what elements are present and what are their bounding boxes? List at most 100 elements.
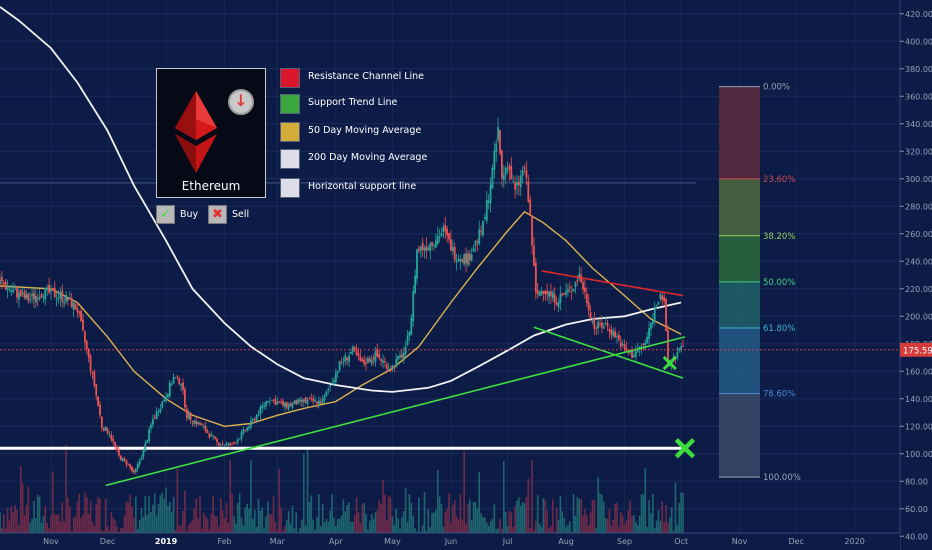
candle-body	[8, 289, 11, 291]
candle-body	[280, 401, 283, 403]
candle-body	[659, 294, 662, 300]
candle-body	[284, 402, 286, 408]
candle-body	[314, 399, 316, 402]
candle-body	[363, 359, 366, 365]
volume-bar	[621, 515, 624, 540]
time-tick-label: 2020	[845, 537, 865, 546]
candle-body	[206, 430, 209, 433]
candle-body	[142, 449, 145, 458]
volume-bar	[97, 497, 99, 540]
candle-body	[202, 426, 205, 428]
volume-bar	[489, 520, 492, 540]
candle-body	[134, 468, 137, 472]
candle-body	[184, 389, 186, 408]
volume-bar	[642, 494, 645, 540]
volume-bar	[465, 523, 467, 540]
candle-body	[110, 434, 113, 440]
volume-bar	[625, 520, 628, 540]
time-tick-label: Nov	[43, 537, 59, 546]
candle-body	[646, 336, 649, 344]
volume-bar	[235, 523, 237, 540]
volume-bar	[410, 503, 413, 540]
candle-body	[293, 400, 296, 404]
volume-bar	[395, 509, 398, 540]
candle-body	[557, 302, 560, 308]
candle-body	[482, 220, 484, 236]
volume-bar	[133, 517, 135, 540]
volume-bar	[325, 518, 328, 540]
candle-body	[19, 289, 22, 297]
candle-body	[474, 240, 477, 246]
ethereum-logo-icon	[175, 91, 217, 173]
volume-bar	[623, 524, 626, 540]
candle-body	[300, 399, 303, 402]
candle-body	[63, 301, 66, 304]
candle-body	[393, 366, 396, 368]
volume-bar	[280, 507, 282, 540]
volume-bar	[650, 513, 652, 540]
candle-body	[270, 399, 273, 401]
volume-bar	[246, 503, 248, 540]
candle-body	[608, 329, 611, 332]
candle-body	[455, 260, 458, 262]
candle-body	[404, 346, 407, 354]
volume-bar	[574, 515, 577, 540]
volume-bar	[191, 519, 194, 540]
volume-bar	[323, 522, 326, 540]
volume-bar	[195, 498, 198, 540]
price-tick-label: 400.00	[905, 37, 932, 46]
volume-bar	[33, 501, 35, 540]
candle-body	[534, 263, 537, 293]
candle-body	[304, 397, 307, 403]
candle-body	[676, 352, 679, 358]
candle-body	[150, 424, 152, 429]
candle-body	[104, 427, 107, 431]
volume-bar	[36, 494, 39, 540]
volume-bar	[438, 496, 441, 540]
volume-bar	[678, 502, 681, 540]
volume-bar	[223, 518, 226, 540]
candle-body	[574, 282, 577, 288]
candle-body	[231, 443, 233, 445]
candle-body	[323, 395, 326, 401]
price-tick-label: 380.00	[905, 65, 932, 74]
candle-body	[44, 287, 47, 300]
volume-bar	[69, 506, 71, 540]
candle-body	[167, 393, 169, 398]
candle-body	[414, 275, 416, 293]
volume-bar	[440, 503, 443, 540]
volume-bar	[310, 495, 313, 540]
volume-bar	[157, 503, 160, 540]
volume-bar	[363, 502, 365, 540]
volume-bar	[552, 499, 554, 540]
candle-body	[89, 356, 92, 371]
volume-layer	[0, 444, 684, 540]
candle-body	[265, 401, 267, 407]
volume-bar	[138, 519, 141, 540]
candle-body	[46, 287, 49, 290]
volume-bar	[448, 493, 450, 540]
volume-bar	[567, 524, 569, 540]
price-tick-label: 320.00	[905, 147, 932, 156]
volume-bar	[110, 512, 113, 540]
volume-bar	[67, 497, 69, 540]
candle-body	[180, 384, 183, 386]
candle-body	[378, 354, 381, 359]
candle-body	[236, 439, 239, 443]
candle-body	[631, 349, 633, 358]
volume-bar	[12, 512, 15, 540]
candle-body	[93, 372, 96, 386]
price-tick-label: 140.00	[905, 395, 932, 404]
volume-bar	[219, 497, 222, 540]
volume-bar	[321, 503, 324, 540]
volume-bar	[644, 468, 647, 540]
volume-bar	[665, 504, 667, 540]
volume-bar	[287, 511, 290, 540]
volume-bar	[433, 512, 435, 540]
volume-bar	[601, 494, 603, 540]
volume-bar	[604, 518, 607, 540]
volume-bar	[238, 493, 241, 540]
volume-bar	[257, 498, 260, 540]
candle-body	[178, 378, 181, 385]
